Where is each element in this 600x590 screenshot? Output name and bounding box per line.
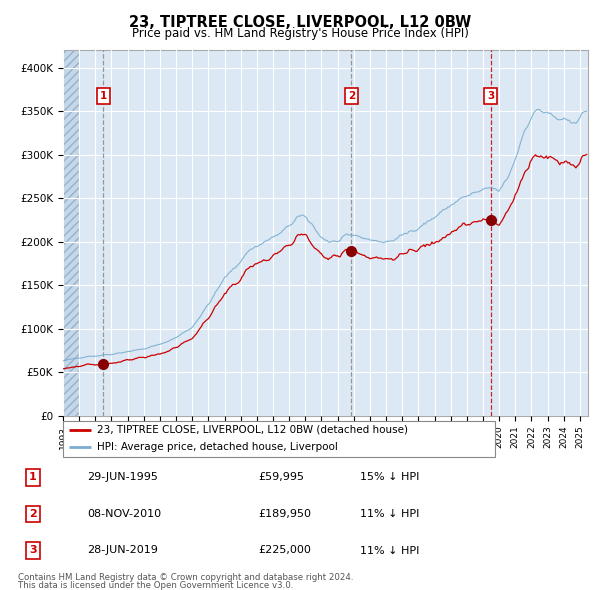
- Text: Price paid vs. HM Land Registry's House Price Index (HPI): Price paid vs. HM Land Registry's House …: [131, 27, 469, 40]
- Text: 23, TIPTREE CLOSE, LIVERPOOL, L12 0BW (detached house): 23, TIPTREE CLOSE, LIVERPOOL, L12 0BW (d…: [97, 425, 407, 435]
- Text: £225,000: £225,000: [258, 546, 311, 555]
- Text: 1: 1: [29, 473, 37, 482]
- Text: 11% ↓ HPI: 11% ↓ HPI: [360, 509, 419, 519]
- Bar: [63, 50, 79, 416]
- Text: 3: 3: [29, 546, 37, 555]
- Text: 1: 1: [100, 91, 107, 101]
- Text: 11% ↓ HPI: 11% ↓ HPI: [360, 546, 419, 555]
- Text: Contains HM Land Registry data © Crown copyright and database right 2024.: Contains HM Land Registry data © Crown c…: [18, 572, 353, 582]
- Text: 08-NOV-2010: 08-NOV-2010: [87, 509, 161, 519]
- Text: 2: 2: [29, 509, 37, 519]
- Text: 28-JUN-2019: 28-JUN-2019: [87, 546, 158, 555]
- Text: 3: 3: [487, 91, 494, 101]
- Text: £59,995: £59,995: [258, 473, 304, 482]
- Text: £189,950: £189,950: [258, 509, 311, 519]
- Text: 23, TIPTREE CLOSE, LIVERPOOL, L12 0BW: 23, TIPTREE CLOSE, LIVERPOOL, L12 0BW: [129, 15, 471, 30]
- Text: 29-JUN-1995: 29-JUN-1995: [87, 473, 158, 482]
- FancyBboxPatch shape: [63, 421, 495, 457]
- Text: HPI: Average price, detached house, Liverpool: HPI: Average price, detached house, Live…: [97, 442, 338, 452]
- Text: 2: 2: [348, 91, 355, 101]
- Text: 15% ↓ HPI: 15% ↓ HPI: [360, 473, 419, 482]
- Text: This data is licensed under the Open Government Licence v3.0.: This data is licensed under the Open Gov…: [18, 581, 293, 590]
